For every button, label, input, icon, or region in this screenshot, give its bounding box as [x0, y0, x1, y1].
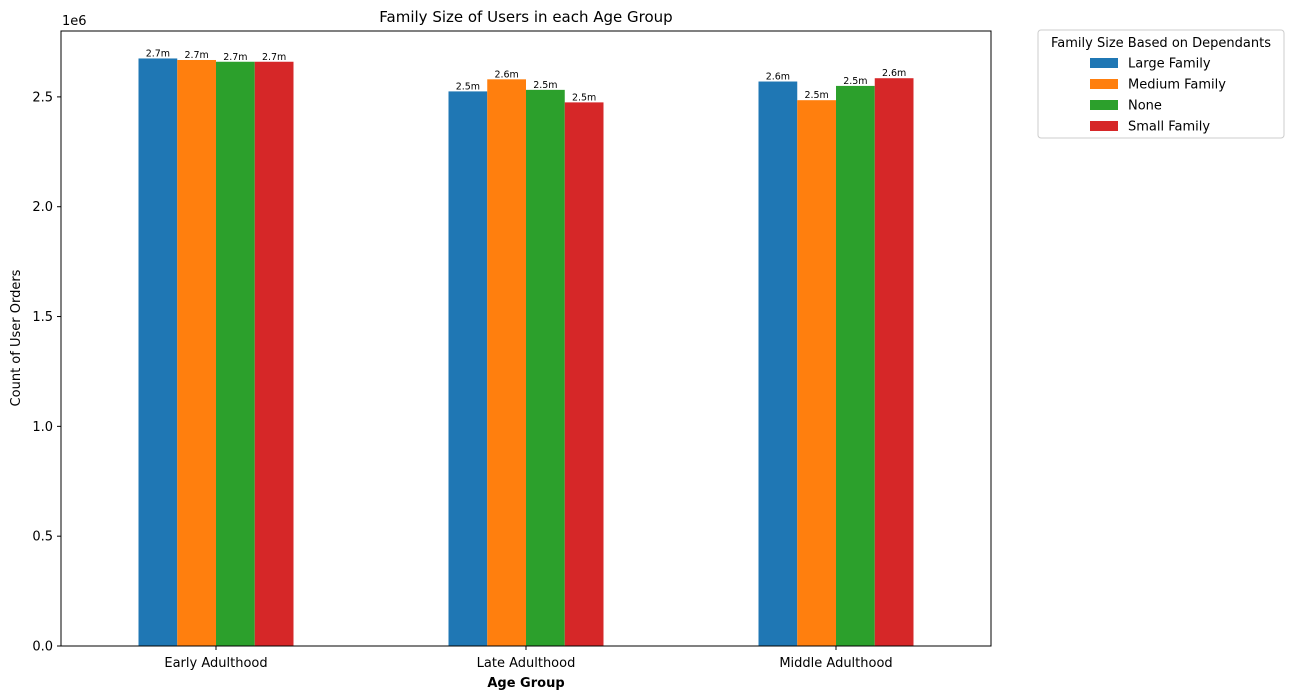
bar-small-family-0 — [254, 61, 294, 646]
x-tick-label: Early Adulthood — [164, 656, 267, 671]
bar-value-label: 2.5m — [843, 76, 867, 87]
legend-label: Small Family — [1128, 120, 1210, 135]
bar-small-family-2 — [874, 78, 914, 647]
legend-title: Family Size Based on Dependants — [1051, 36, 1271, 51]
bar-large-family-1 — [448, 91, 488, 646]
y-tick-label: 2.5 — [32, 90, 53, 105]
y-axis-offset-label: 1e6 — [62, 14, 87, 29]
y-tick-label: 2.0 — [32, 200, 53, 215]
x-tick-label: Late Adulthood — [477, 656, 576, 671]
bar-value-label: 2.5m — [533, 80, 557, 91]
bar-value-label: 2.5m — [804, 90, 828, 101]
x-axis-title: Age Group — [487, 676, 564, 691]
legend-items: Large Family Medium Family None Small Famil… — [1090, 57, 1226, 135]
bar-small-family-1 — [564, 102, 604, 646]
legend-swatch — [1090, 121, 1118, 131]
bars-group — [138, 58, 914, 647]
bar-medium-family-0 — [177, 59, 216, 647]
y-tick-label: 1.5 — [32, 310, 53, 325]
y-tick-label: 0.5 — [32, 530, 53, 545]
legend-frame — [1037, 29, 1285, 139]
bar-value-label: 2.5m — [456, 81, 480, 92]
bar-labels-group: 2.7m 2.5m 2.6m 2.7m 2.6m 2.5m 2.7m 2.5m 2.5m 2.7m… — [146, 48, 907, 103]
y-tick-label: 1.0 — [32, 420, 53, 435]
legend-swatch — [1090, 79, 1118, 89]
bar-medium-family-1 — [487, 79, 526, 646]
legend: Family Size Based on Dependants Large Fa… — [1037, 29, 1285, 139]
bar-medium-family-2 — [797, 100, 836, 646]
bar-none-2 — [836, 85, 875, 646]
legend-label: Large Family — [1128, 57, 1211, 72]
bar-value-label: 2.6m — [766, 72, 790, 83]
bar-value-label: 2.6m — [494, 69, 518, 80]
legend-swatch — [1090, 58, 1118, 68]
bar-value-label: 2.7m — [146, 48, 170, 59]
bar-value-label: 2.7m — [223, 52, 247, 63]
bar-value-label: 2.6m — [882, 68, 906, 79]
bar-value-label: 2.7m — [262, 52, 286, 63]
bar-large-family-2 — [758, 81, 798, 646]
bar-large-family-0 — [138, 58, 178, 646]
bar-none-1 — [526, 89, 565, 647]
x-axis: Early Adulthood Late Adulthood Middle Adul… — [164, 646, 893, 671]
bar-value-label: 2.7m — [184, 50, 208, 61]
bar-none-0 — [216, 61, 255, 646]
x-tick-label: Middle Adulthood — [779, 656, 892, 671]
chart-title: Family Size of Users in each Age Group — [379, 8, 672, 26]
legend-label: None — [1128, 99, 1162, 114]
y-axis: 0.0 0.5 1.0 1.5 2.0 2.5 — [32, 90, 61, 655]
y-tick-label: 0.0 — [32, 640, 53, 655]
legend-label: Medium Family — [1128, 78, 1226, 93]
legend-swatch — [1090, 100, 1118, 110]
y-axis-title: Count of User Orders — [9, 269, 24, 406]
bar-value-label: 2.5m — [572, 92, 596, 103]
